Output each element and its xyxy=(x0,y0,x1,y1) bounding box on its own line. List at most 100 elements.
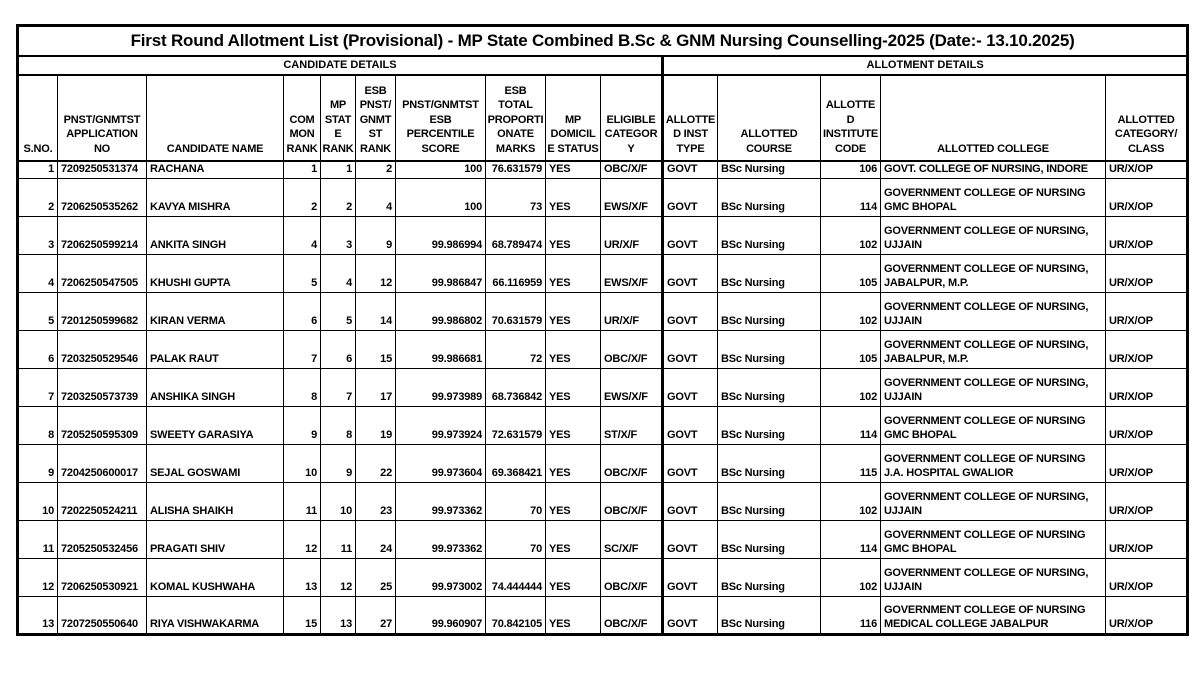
cell-percentile-score: 100 xyxy=(395,178,486,218)
cell-allotted-category: UR/X/OP xyxy=(1104,558,1189,598)
cell-allotted-college: GOVERNMENT COLLEGE OF NURSING, UJJAIN xyxy=(880,216,1106,256)
cell-allotted-category: UR/X/OP xyxy=(1104,292,1189,332)
cell-allotted-course: BSc Nursing xyxy=(717,444,821,484)
cell-candidate-name: KIRAN VERMA xyxy=(146,292,284,332)
cell-application-no: 7205250595309 xyxy=(57,406,147,446)
cell-allotted-inst-type: GOVT xyxy=(661,444,718,484)
table-row: 4 7206250547505 KHUSHI GUPTA 5 4 12 99.986847 6… xyxy=(17,254,1189,294)
cell-common-rank: 10 xyxy=(283,444,321,484)
cell-candidate-name: SEJAL GOSWAMI xyxy=(146,444,284,484)
cell-eligible-category: SC/X/F xyxy=(600,520,663,560)
cell-allotted-course: BSc Nursing xyxy=(717,216,821,256)
cell-esb-rank: 15 xyxy=(355,330,396,370)
table-body: 1 7209250531374 RACHANA 1 1 2 100 76.631579 YES O… xyxy=(17,159,1189,636)
cell-proportionate-marks: 72 xyxy=(485,330,546,370)
group-header-allotment-details: ALLOTMENT DETAILS xyxy=(660,54,1189,76)
cell-application-no: 7206250547505 xyxy=(57,254,147,294)
cell-percentile-score: 99.986994 xyxy=(395,216,486,256)
cell-application-no: 7207250550640 xyxy=(57,596,147,636)
cell-domicile-status: YES xyxy=(545,216,601,256)
table-row: 10 7202250524211 ALISHA SHAIKH 11 10 23 99.973… xyxy=(17,482,1189,522)
cell-allotted-institute-code: 102 xyxy=(820,482,881,522)
cell-allotted-course: BSc Nursing xyxy=(717,406,821,446)
col-header-esb-rank: ESB PNST/GNMTST RANK xyxy=(355,74,396,162)
cell-allotted-course: BSc Nursing xyxy=(717,292,821,332)
cell-mp-state-rank: 3 xyxy=(320,216,356,256)
table-row: 3 7206250599214 ANKITA SINGH 4 3 9 99.986994 68… xyxy=(17,216,1189,256)
cell-allotted-inst-type: GOVT xyxy=(661,254,718,294)
cell-allotted-institute-code: 115 xyxy=(820,444,881,484)
cell-percentile-score: 99.973362 xyxy=(395,520,486,560)
cell-allotted-course: BSc Nursing xyxy=(717,178,821,218)
cell-domicile-status: YES xyxy=(545,292,601,332)
cell-allotted-course: BSc Nursing xyxy=(717,482,821,522)
col-header-mp-state-rank: MP STATE RANK xyxy=(320,74,356,162)
cell-allotted-inst-type: GOVT xyxy=(661,368,718,408)
cell-domicile-status: YES xyxy=(545,596,601,636)
cell-allotted-inst-type: GOVT xyxy=(661,159,718,180)
cell-application-no: 7202250524211 xyxy=(57,482,147,522)
cell-eligible-category: ST/X/F xyxy=(600,406,663,446)
cell-allotted-inst-type: GOVT xyxy=(661,482,718,522)
cell-common-rank: 7 xyxy=(283,330,321,370)
cell-domicile-status: YES xyxy=(545,178,601,218)
cell-sno: 13 xyxy=(17,596,58,636)
cell-percentile-score: 99.986681 xyxy=(395,330,486,370)
col-header-common-rank: COMMON RANK xyxy=(283,74,321,162)
cell-domicile-status: YES xyxy=(545,159,601,180)
cell-allotted-course: BSc Nursing xyxy=(717,254,821,294)
cell-allotted-college: GOVERNMENT COLLEGE OF NURSING J.A. HOSPI… xyxy=(880,444,1106,484)
table-row: 8 7205250595309 SWEETY GARASIYA 9 8 19 99.9739… xyxy=(17,406,1189,446)
col-header-percentile-score: PNST/GNMTST ESB PERCENTILE SCORE xyxy=(395,74,486,162)
cell-percentile-score: 99.973362 xyxy=(395,482,486,522)
cell-allotted-category: UR/X/OP xyxy=(1104,178,1189,218)
group-header-candidate-details: CANDIDATE DETAILS xyxy=(17,54,663,76)
cell-eligible-category: OBC/X/F xyxy=(600,558,663,598)
cell-esb-rank: 12 xyxy=(355,254,396,294)
cell-domicile-status: YES xyxy=(545,520,601,560)
cell-common-rank: 12 xyxy=(283,520,321,560)
cell-allotted-inst-type: GOVT xyxy=(661,178,718,218)
cell-allotted-course: BSc Nursing xyxy=(717,596,821,636)
cell-common-rank: 11 xyxy=(283,482,321,522)
cell-candidate-name: KOMAL KUSHWAHA xyxy=(146,558,284,598)
cell-common-rank: 1 xyxy=(283,159,321,180)
cell-eligible-category: EWS/X/F xyxy=(600,368,663,408)
cell-common-rank: 6 xyxy=(283,292,321,332)
cell-proportionate-marks: 66.116959 xyxy=(485,254,546,294)
cell-percentile-score: 99.973924 xyxy=(395,406,486,446)
cell-common-rank: 2 xyxy=(283,178,321,218)
cell-allotted-category: UR/X/OP xyxy=(1104,216,1189,256)
cell-candidate-name: ANSHIKA SINGH xyxy=(146,368,284,408)
cell-esb-rank: 27 xyxy=(355,596,396,636)
cell-proportionate-marks: 70.842105 xyxy=(485,596,546,636)
cell-allotted-category: UR/X/OP xyxy=(1104,444,1189,484)
title-row: First Round Allotment List (Provisional)… xyxy=(16,25,1189,57)
cell-proportionate-marks: 68.736842 xyxy=(485,368,546,408)
cell-percentile-score: 99.973002 xyxy=(395,558,486,598)
cell-allotted-college: GOVERNMENT COLLEGE OF NURSING, JABALPUR,… xyxy=(880,254,1106,294)
cell-eligible-category: OBC/X/F xyxy=(600,159,663,180)
cell-allotted-institute-code: 105 xyxy=(820,330,881,370)
cell-sno: 10 xyxy=(17,482,58,522)
cell-esb-rank: 2 xyxy=(355,159,396,180)
table-row: 13 7207250550640 RIYA VISHWAKARMA 15 13 27 99.… xyxy=(17,596,1189,636)
cell-candidate-name: RIYA VISHWAKARMA xyxy=(146,596,284,636)
cell-sno: 1 xyxy=(17,159,58,180)
col-header-allotted-college: ALLOTTED COLLEGE xyxy=(880,74,1106,162)
cell-allotted-institute-code: 114 xyxy=(820,520,881,560)
col-header-domicile-status: MP DOMICILE STATUS xyxy=(545,74,601,162)
cell-proportionate-marks: 69.368421 xyxy=(485,444,546,484)
cell-allotted-college: GOVERNMENT COLLEGE OF NURSING, UJJAIN xyxy=(880,482,1106,522)
cell-candidate-name: KHUSHI GUPTA xyxy=(146,254,284,294)
cell-mp-state-rank: 12 xyxy=(320,558,356,598)
cell-proportionate-marks: 70 xyxy=(485,520,546,560)
cell-domicile-status: YES xyxy=(545,482,601,522)
cell-mp-state-rank: 7 xyxy=(320,368,356,408)
cell-domicile-status: YES xyxy=(545,330,601,370)
table-row: 1 7209250531374 RACHANA 1 1 2 100 76.631579 YES O… xyxy=(17,159,1189,180)
col-header-allotted-course: ALLOTTED COURSE xyxy=(717,74,821,162)
cell-allotted-inst-type: GOVT xyxy=(661,596,718,636)
cell-common-rank: 5 xyxy=(283,254,321,294)
cell-allotted-category: UR/X/OP xyxy=(1104,159,1189,180)
